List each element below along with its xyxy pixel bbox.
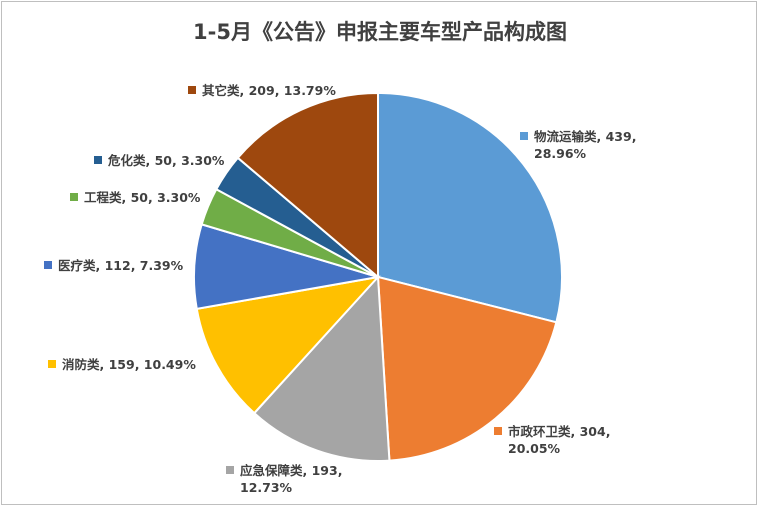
label-hazmat-text: 危化类, 50, 3.30% — [108, 153, 225, 168]
swatch-hazmat — [94, 156, 102, 164]
label-hazmat: 危化类, 50, 3.30% — [94, 152, 224, 169]
label-medical: 医疗类, 112, 7.39% — [44, 257, 183, 274]
label-sanitation-pct: 20.05% — [508, 441, 561, 456]
pie-slice-3 — [195, 275, 381, 415]
swatch-medical — [44, 261, 52, 269]
swatch-engineering — [70, 193, 78, 201]
label-logistics-text: 物流运输类, 439, — [534, 129, 637, 144]
label-other-text: 其它类, 209, 13.79% — [202, 83, 336, 98]
label-fire: 消防类, 159, 10.49% — [48, 356, 196, 373]
swatch-other — [188, 86, 196, 94]
pie-slice-1 — [376, 275, 558, 462]
label-emergency-text: 应急保障类, 193, — [240, 463, 343, 478]
label-sanitation: 市政环卫类, 304, 20.05% — [494, 423, 610, 457]
label-logistics: 物流运输类, 439, 28.96% — [520, 128, 636, 162]
label-sanitation-text: 市政环卫类, 304, — [508, 424, 611, 439]
label-fire-text: 消防类, 159, 10.49% — [62, 357, 196, 372]
label-logistics-pct: 28.96% — [534, 146, 587, 161]
pie-slice-7 — [236, 91, 379, 280]
swatch-fire — [48, 360, 56, 368]
label-engineering-text: 工程类, 50, 3.30% — [84, 190, 201, 205]
pie-slice-0 — [377, 91, 563, 324]
swatch-emergency — [226, 466, 234, 474]
swatch-sanitation — [494, 427, 502, 435]
chart-title: 1-5月《公告》申报主要车型产品构成图 — [193, 20, 567, 44]
label-other: 其它类, 209, 13.79% — [188, 82, 336, 99]
swatch-logistics — [520, 132, 528, 140]
label-engineering: 工程类, 50, 3.30% — [70, 189, 200, 206]
label-emergency: 应急保障类, 193, 12.73% — [226, 462, 342, 496]
label-emergency-pct: 12.73% — [240, 480, 293, 495]
pie-slice-2 — [252, 274, 391, 462]
label-medical-text: 医疗类, 112, 7.39% — [58, 258, 184, 273]
